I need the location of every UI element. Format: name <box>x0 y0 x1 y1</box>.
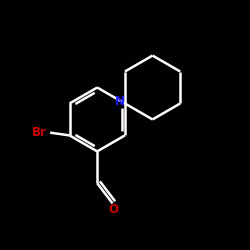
Text: N: N <box>115 95 125 108</box>
Text: Br: Br <box>32 126 47 138</box>
Text: O: O <box>108 203 118 216</box>
